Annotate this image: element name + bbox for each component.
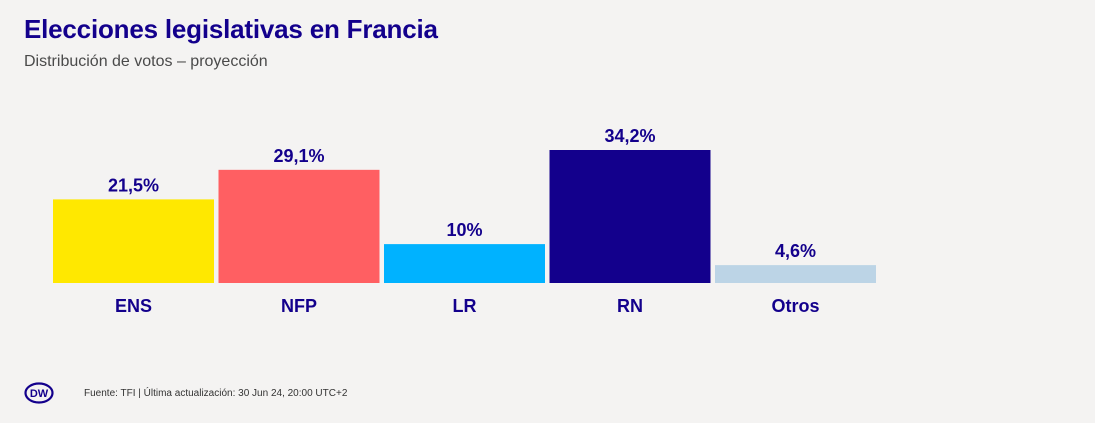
category-label-otros: Otros [771,296,819,316]
logo-text: DW [30,388,49,400]
category-label-nfp: NFP [281,296,317,316]
value-label-ens: 21,5% [108,175,159,195]
chart-title: Elecciones legislativas en Francia [24,14,438,44]
category-label-rn: RN [617,296,643,316]
footer: DW Fuente: TFI | Última actualización: 3… [24,382,347,404]
bar-nfp [218,169,380,283]
source-note: Fuente: TFI | Última actualización: 30 J… [84,387,348,399]
bar-rn [549,150,711,283]
bar-ens [53,199,214,283]
bar-lr [384,244,545,283]
value-label-otros: 4,6% [775,241,816,261]
value-label-rn: 34,2% [604,126,655,146]
value-label-lr: 10% [446,220,482,240]
chart-subtitle: Distribución de votos – proyección [24,53,268,70]
category-label-ens: ENS [115,296,152,316]
value-label-nfp: 29,1% [273,146,324,166]
bar-otros [715,265,876,283]
bars-group: 21,5% ENS 29,1% NFP 10% LR 34,2% RN 4,6% Otros [53,126,876,316]
bar-chart: 21,5% ENS 29,1% NFP 10% LR 34,2% RN 4,6% Otros [53,126,876,316]
dw-logo-icon: DW [24,382,54,404]
category-label-lr: LR [453,296,477,316]
